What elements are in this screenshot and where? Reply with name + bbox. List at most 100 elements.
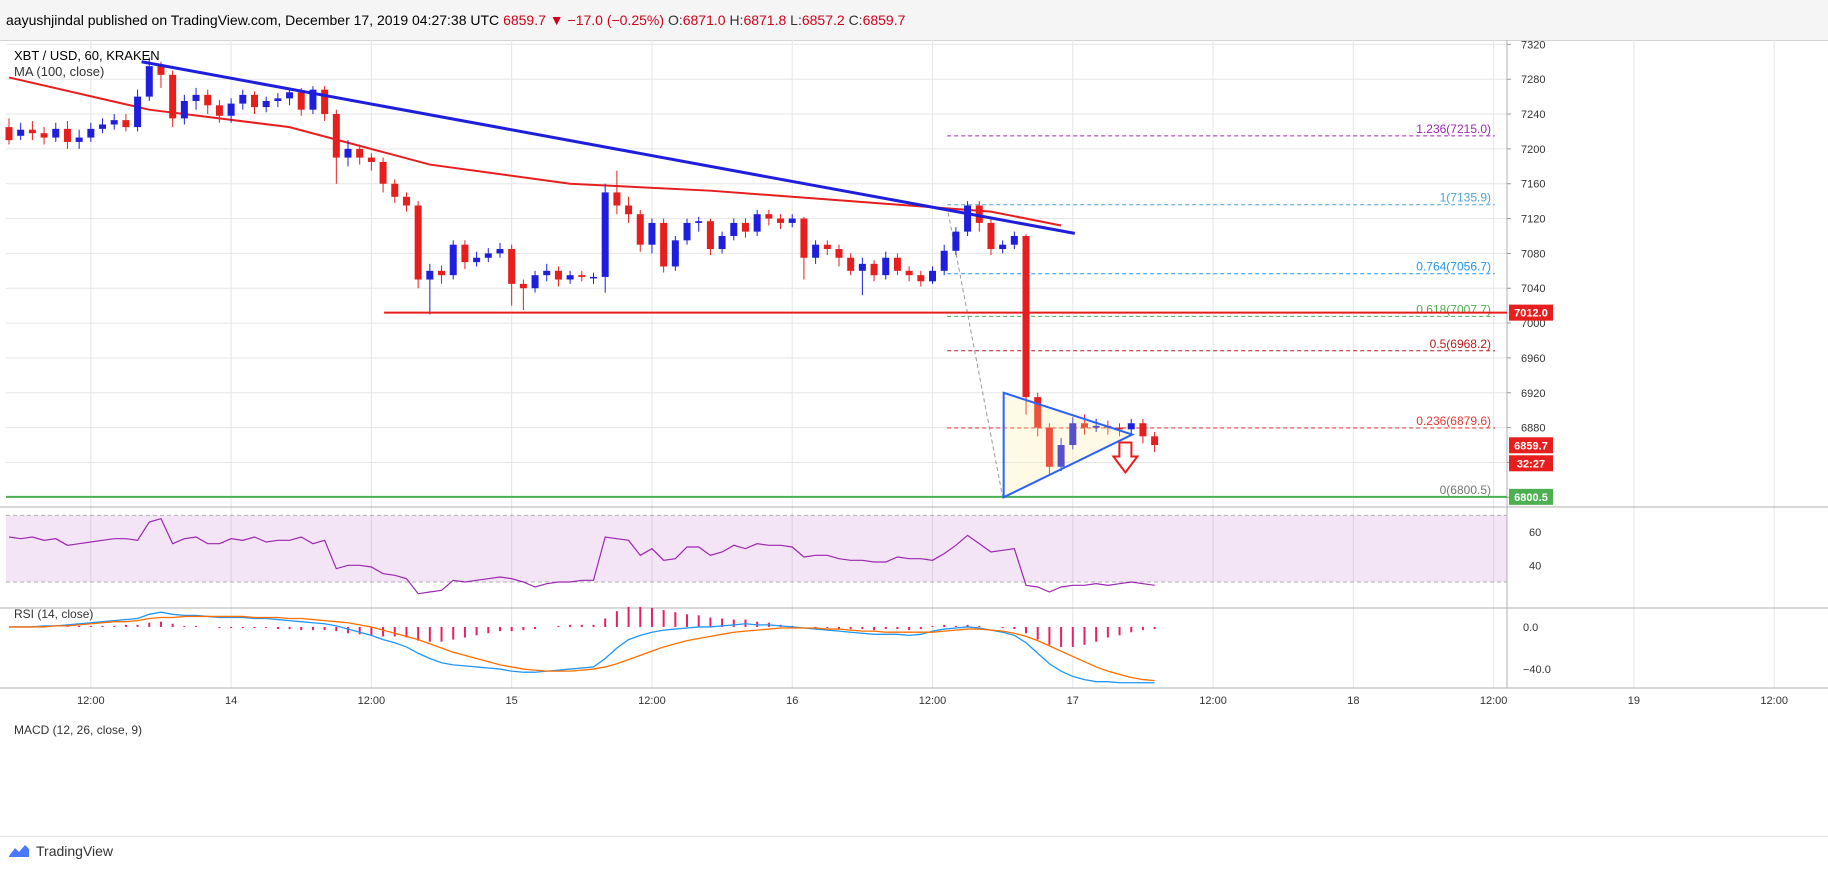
- time-tick-label: 12:00: [638, 695, 666, 707]
- candle-body: [578, 275, 586, 277]
- candle-body: [17, 129, 25, 136]
- price-tick-label: 6880: [1521, 423, 1545, 435]
- time-tick-label: 12:00: [1199, 695, 1227, 707]
- price-tick-label: 7160: [1521, 179, 1545, 191]
- tradingview-logo-icon: [9, 845, 29, 857]
- candle-body: [1116, 427, 1124, 430]
- time-tick-label: 17: [1067, 695, 1079, 707]
- fib-anchor-line: [947, 212, 1004, 497]
- candle-body: [1057, 445, 1065, 467]
- rsi-tick-label: 40: [1529, 560, 1541, 572]
- candles: [5, 57, 1159, 476]
- published-info: published on TradingView.com, December 1…: [87, 12, 500, 28]
- candle-body: [870, 263, 878, 276]
- candle-body: [812, 244, 820, 258]
- candle-body: [145, 66, 153, 97]
- candle-body: [636, 214, 644, 245]
- candle-body: [543, 270, 551, 276]
- candle-body: [1069, 423, 1077, 446]
- macd-label: MACD (12, 26, close, 9): [14, 723, 142, 737]
- candle-body: [157, 66, 165, 75]
- rsi-band: [6, 515, 1507, 582]
- fib-level-label: 0.5(6968.2): [1430, 337, 1491, 351]
- candle-body: [601, 192, 609, 277]
- price-chart[interactable]: 1.236(7215.0) 1(7135.9) 0.764(7056.7) 0.618…: [0, 40, 1828, 836]
- price-tick-label: 7280: [1521, 74, 1545, 86]
- candle-body: [99, 124, 107, 129]
- candle-body: [975, 205, 983, 223]
- price-change: −17.0 (−0.25%): [567, 12, 665, 28]
- candle-body: [52, 128, 60, 138]
- macd-tick-label: −40.0: [1523, 664, 1551, 676]
- candle-body: [695, 221, 703, 223]
- low-label: L:: [790, 12, 802, 28]
- candle-body: [508, 249, 516, 284]
- candle-body: [1022, 235, 1030, 398]
- candle-body: [169, 74, 177, 119]
- candle-body: [905, 270, 913, 276]
- support-price-tag: [1509, 304, 1553, 321]
- candle-body: [63, 128, 71, 142]
- fib-level-label: 0.618(7007.7): [1416, 302, 1491, 316]
- price-axis[interactable]: 6800684068806920696070007040708071207160…: [1507, 40, 1553, 505]
- candle-body: [473, 257, 481, 263]
- tradingview-brand[interactable]: TradingView: [8, 843, 113, 859]
- candle-body: [461, 244, 469, 263]
- candle-body: [929, 270, 937, 282]
- price-tick-label: 7000: [1521, 318, 1545, 330]
- candle-body: [554, 270, 562, 280]
- macd-signal-line: [9, 615, 1155, 682]
- fib-level-label: 1.236(7215.0): [1416, 122, 1491, 136]
- candle-body: [1127, 423, 1135, 430]
- candle-body: [683, 222, 691, 241]
- candle-body: [952, 231, 960, 251]
- countdown-text: 32:27: [1517, 458, 1545, 470]
- fib-level-label: 0.764(7056.7): [1416, 260, 1491, 274]
- candle-body: [5, 127, 13, 141]
- fibonacci-retracement[interactable]: 1.236(7215.0) 1(7135.9) 0.764(7056.7) 0.618…: [947, 122, 1495, 497]
- candle-body: [1034, 397, 1042, 428]
- open-value: 6871.0: [682, 12, 726, 28]
- candle-body: [87, 128, 95, 138]
- candle-body: [332, 114, 340, 158]
- candle-body: [788, 218, 796, 223]
- candle-body: [192, 94, 200, 101]
- candle-body: [999, 244, 1007, 250]
- candle-body: [917, 275, 925, 282]
- price-tick-label: 7080: [1521, 248, 1545, 260]
- symbol-label: XBT / USD, 60, KRAKEN: [14, 48, 160, 63]
- candle-body: [262, 100, 270, 108]
- candle-body: [625, 205, 633, 215]
- countdown-tag: [1509, 455, 1553, 472]
- candle-body: [356, 148, 364, 158]
- candle-body: [718, 235, 726, 250]
- fib-level-label: 0.236(6879.6): [1416, 414, 1491, 428]
- ma-label: MA (100, close): [14, 64, 104, 79]
- candle-body: [286, 92, 294, 99]
- candle-body: [239, 94, 247, 104]
- price-tick-label: 7120: [1521, 214, 1545, 226]
- candle-body: [402, 196, 410, 206]
- brand-name: TradingView: [36, 843, 114, 859]
- open-label: O:: [667, 12, 683, 28]
- time-tick-label: 15: [506, 695, 518, 707]
- candle-body: [414, 205, 422, 280]
- macd-tick-label: 0.0: [1523, 622, 1538, 634]
- time-axis[interactable]: 12:00 14 12:00 15 12:00 16 12:00 17 12:00 18 12:00…: [77, 695, 1788, 707]
- drawings[interactable]: [6, 60, 1507, 499]
- candle-body: [274, 98, 282, 101]
- rsi-panel: 40 60: [6, 514, 1541, 595]
- candle-body: [648, 222, 656, 245]
- author-name[interactable]: aayushjindal: [6, 12, 84, 28]
- down-arrow-icon: [1111, 441, 1140, 475]
- candle-body: [297, 92, 305, 110]
- rsi-line: [8, 517, 1155, 595]
- candle-body: [964, 205, 972, 232]
- candle-body: [671, 240, 679, 267]
- time-tick-label: 18: [1347, 695, 1359, 707]
- fib-level-label: 0(6800.5): [1440, 483, 1491, 497]
- candle-body: [1010, 235, 1018, 245]
- candle-body: [987, 222, 995, 250]
- rsi-label: RSI (14, close): [14, 607, 93, 621]
- candle-body: [134, 96, 142, 128]
